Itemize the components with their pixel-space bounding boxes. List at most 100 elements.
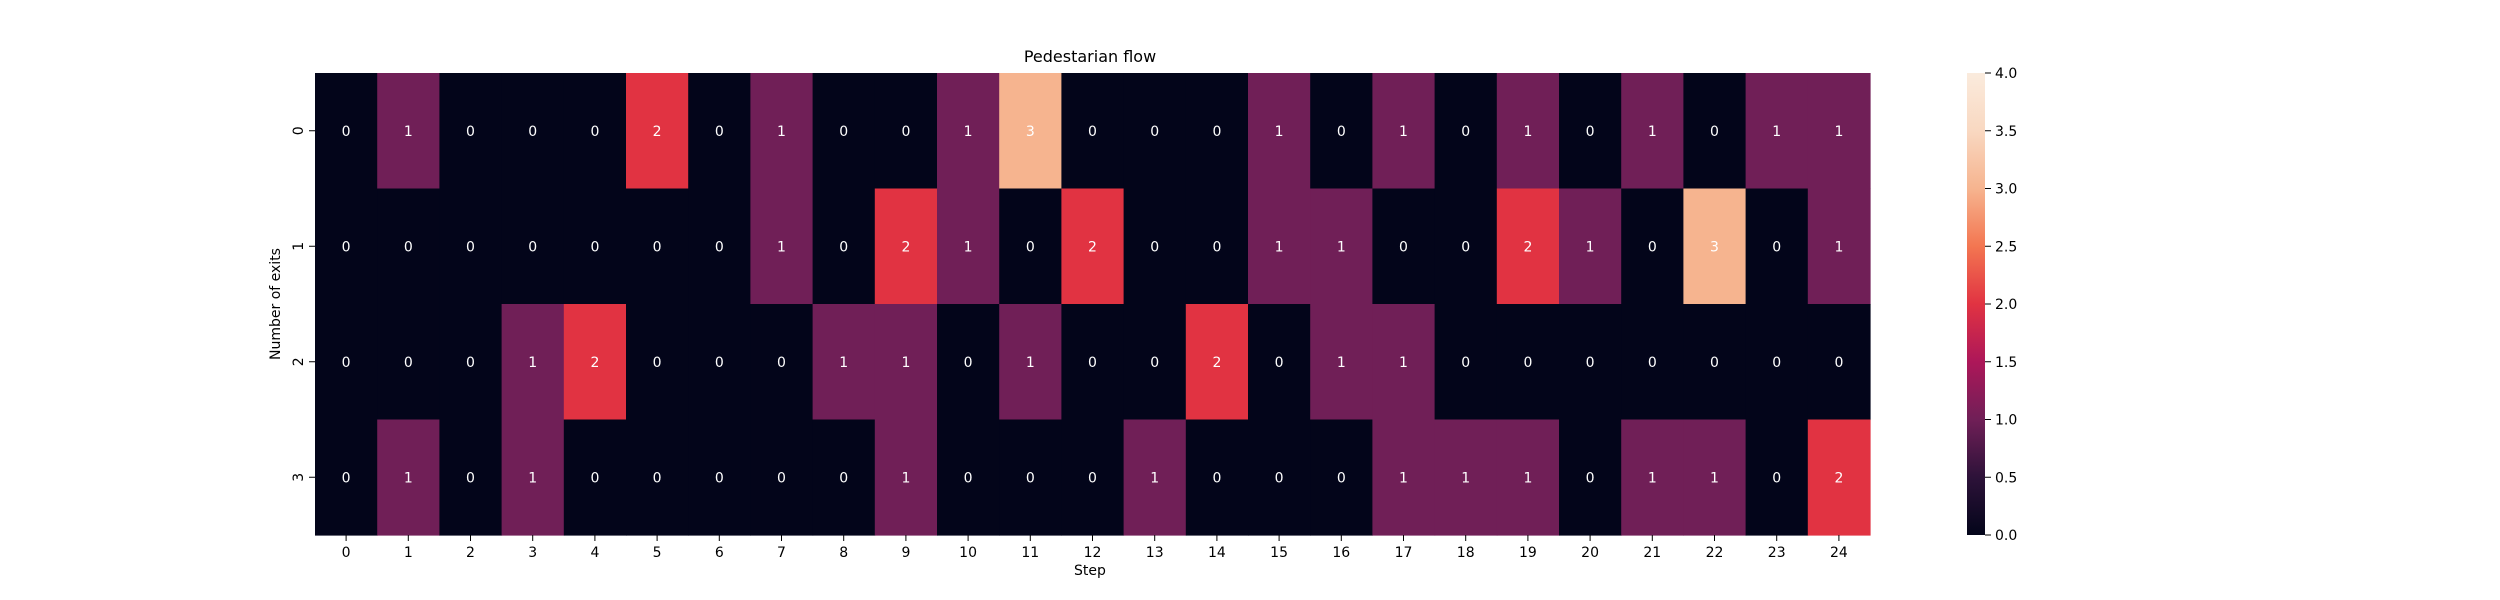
heatmap-cell	[999, 73, 1062, 190]
y-tick-label: 1	[291, 242, 307, 251]
heatmap-cells	[315, 73, 1871, 536]
x-tick-label: 0	[342, 545, 351, 561]
cell-annotation: 0	[1212, 239, 1221, 255]
heatmap-cell	[1248, 188, 1311, 305]
cell-annotation: 0	[466, 470, 475, 486]
heatmap-cell	[937, 188, 1000, 305]
cell-annotation: 0	[1772, 239, 1781, 255]
cell-annotation: 1	[1834, 239, 1843, 255]
cell-annotation: 0	[901, 124, 910, 140]
x-tick-label: 21	[1643, 545, 1661, 561]
x-tick-label: 4	[590, 545, 599, 561]
cell-annotation: 2	[653, 124, 662, 140]
heatmap-cell	[1248, 419, 1311, 536]
heatmap-cell	[1496, 304, 1560, 421]
heatmap-cell	[1061, 304, 1125, 421]
cell-annotation: 0	[1150, 124, 1159, 140]
x-tick-label: 22	[1706, 545, 1724, 561]
heatmap-cell	[1061, 73, 1125, 190]
heatmap-cell	[1372, 73, 1436, 190]
x-tick-label: 8	[839, 545, 848, 561]
y-tick-label: 0	[291, 126, 307, 135]
heatmap-cell	[501, 304, 565, 421]
cell-annotation: 1	[528, 355, 537, 371]
cell-annotation: 0	[653, 470, 662, 486]
heatmap-cell	[1683, 73, 1747, 190]
cell-annotation: 1	[964, 124, 973, 140]
heatmap-cell	[750, 73, 814, 190]
heatmap-cell	[1434, 304, 1498, 421]
x-tick-label: 23	[1768, 545, 1786, 561]
heatmap-cell	[1434, 419, 1498, 536]
x-tick-label: 20	[1581, 545, 1599, 561]
x-tick-label: 9	[901, 545, 910, 561]
heatmap-cell	[563, 188, 627, 305]
heatmap-cell	[999, 419, 1062, 536]
heatmap-cell	[1621, 73, 1684, 190]
cell-annotation: 1	[1399, 124, 1408, 140]
heatmap-cell	[937, 304, 1000, 421]
cell-annotation: 1	[777, 124, 786, 140]
cell-annotation: 0	[1648, 239, 1657, 255]
heatmap-cell	[626, 304, 689, 421]
heatmap-cell	[501, 419, 565, 536]
heatmap-cell	[1310, 73, 1373, 190]
heatmap-cell	[1807, 419, 1871, 536]
heatmap-cell	[874, 419, 938, 536]
cell-annotation: 1	[404, 124, 413, 140]
cell-annotation: 0	[590, 239, 599, 255]
x-tick-label: 1	[404, 545, 413, 561]
colorbar-tick-label: 2.0	[1995, 297, 2017, 313]
heatmap-cell	[1310, 188, 1373, 305]
cell-annotation: 0	[1461, 239, 1470, 255]
y-tick-label: 2	[291, 357, 307, 366]
y-tick-label: 3	[291, 473, 307, 482]
cell-annotation: 1	[1461, 470, 1470, 486]
cell-annotation: 0	[1275, 355, 1284, 371]
heatmap-cell	[563, 419, 627, 536]
cell-annotation: 0	[653, 355, 662, 371]
heatmap-cell	[377, 304, 440, 421]
heatmap-cell	[812, 304, 876, 421]
cell-annotation: 0	[466, 355, 475, 371]
cell-annotation: 0	[777, 470, 786, 486]
x-tick-label: 3	[528, 545, 537, 561]
cell-annotation: 0	[404, 239, 413, 255]
colorbar	[1967, 73, 1985, 535]
cell-annotation: 1	[1648, 124, 1657, 140]
heatmap-cell	[439, 73, 503, 190]
x-axis-label: Step	[1074, 563, 1106, 579]
colorbar-tick-label: 2.5	[1995, 239, 2017, 255]
heatmap-cell	[1496, 188, 1560, 305]
heatmap-cell	[1559, 304, 1622, 421]
x-tick-label: 13	[1146, 545, 1164, 561]
chart-title: Pedestarian flow	[1024, 47, 1156, 66]
cell-annotation: 0	[1088, 470, 1097, 486]
x-tick-label: 12	[1084, 545, 1102, 561]
heatmap-annotations: 0 1 0 0 0 2 0 1 0 0 1 3 0 0 0 1 0 1 0 1 0 1 0 1 1 0 0 0 0 0 0 0 1 0 2 1 0 2 0 0…	[342, 124, 1844, 487]
cell-annotation: 0	[964, 355, 973, 371]
heatmap-cell	[377, 73, 440, 190]
heatmap-cell	[1807, 73, 1871, 190]
cell-annotation: 0	[715, 470, 724, 486]
y-axis-label: Number of exits	[268, 248, 284, 360]
cell-annotation: 0	[590, 124, 599, 140]
cell-annotation: 0	[342, 239, 351, 255]
heatmap-cell	[1310, 419, 1373, 536]
heatmap-cell	[315, 419, 378, 536]
heatmap-cell	[1185, 304, 1249, 421]
heatmap-cell	[1123, 188, 1187, 305]
heatmap-cell	[1683, 304, 1747, 421]
cell-annotation: 0	[715, 355, 724, 371]
x-tick-label: 2	[466, 545, 475, 561]
cell-annotation: 0	[715, 239, 724, 255]
heatmap-cell	[750, 304, 814, 421]
heatmap-cell	[999, 188, 1062, 305]
cell-annotation: 0	[1834, 355, 1843, 371]
heatmap-cell	[439, 188, 503, 305]
heatmap-cell	[439, 304, 503, 421]
colorbar-tick-label: 0.0	[1995, 528, 2017, 544]
cell-annotation: 1	[1710, 470, 1719, 486]
x-tick-label: 16	[1332, 545, 1350, 561]
